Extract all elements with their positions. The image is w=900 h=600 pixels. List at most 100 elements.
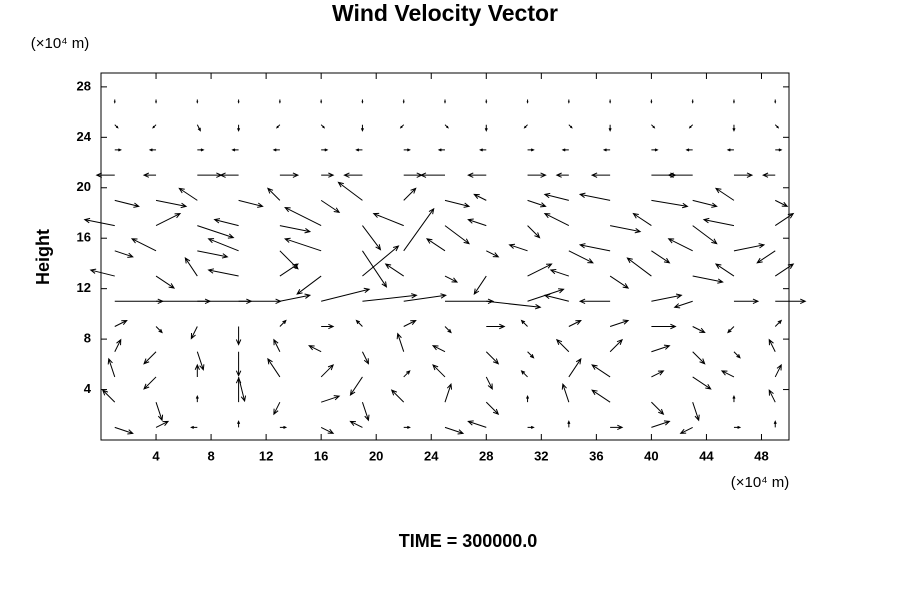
wind-arrow xyxy=(444,275,459,283)
wind-arrow xyxy=(444,426,465,435)
wind-arrow xyxy=(107,357,116,378)
wind-arrow xyxy=(762,172,776,178)
x-tick-label: 16 xyxy=(314,448,328,463)
wind-arrow xyxy=(95,172,115,178)
chart-title: Wind Velocity Vector xyxy=(332,0,558,26)
y-tick-label: 4 xyxy=(84,381,92,396)
wind-arrow xyxy=(568,250,594,264)
wind-arrow xyxy=(732,99,735,104)
wind-arrow xyxy=(384,263,404,277)
wind-arrow xyxy=(632,212,652,227)
wind-arrow xyxy=(279,225,312,234)
plot-frame xyxy=(100,72,790,441)
wind-arrow xyxy=(444,326,452,334)
wind-arrow xyxy=(651,250,671,264)
wind-arrow xyxy=(568,319,582,327)
wind-arrow xyxy=(155,326,163,334)
wind-arrow xyxy=(692,402,700,422)
wind-arrow xyxy=(523,124,528,129)
wind-arrow xyxy=(444,383,453,403)
wind-arrow xyxy=(238,298,282,304)
wind-arrow xyxy=(568,124,573,129)
wind-arrow xyxy=(197,172,223,178)
wind-arrow xyxy=(608,124,612,132)
y-unit: (×10⁴ m) xyxy=(31,35,90,52)
wind-arrow xyxy=(320,124,326,129)
wind-arrow xyxy=(467,420,487,428)
wind-arrow xyxy=(650,99,653,104)
wind-arrow xyxy=(609,319,630,327)
wind-arrow xyxy=(508,243,528,252)
wind-arrow xyxy=(195,394,199,403)
wind-arrow xyxy=(114,250,134,258)
wind-arrow xyxy=(403,148,411,152)
wind-arrow xyxy=(320,364,335,378)
wind-arrow xyxy=(235,326,242,346)
wind-arrow xyxy=(432,364,446,378)
y-tick-label: 28 xyxy=(77,78,91,93)
wind-arrow xyxy=(467,172,487,178)
y-tick-label: 12 xyxy=(77,280,91,295)
wind-arrow xyxy=(114,298,164,304)
wind-arrow xyxy=(486,323,506,330)
wind-arrow xyxy=(273,401,281,416)
wind-arrow xyxy=(372,212,404,227)
wind-arrow xyxy=(399,124,405,129)
wind-arrow xyxy=(543,293,569,302)
wind-arrow xyxy=(237,99,240,104)
x-tick-label: 36 xyxy=(589,448,603,463)
wind-arrow xyxy=(768,338,776,352)
wind-arrow xyxy=(362,225,382,251)
wind-arrow xyxy=(114,148,122,152)
wind-arrow xyxy=(685,148,693,152)
wind-arrow xyxy=(155,99,158,104)
x-tick-label: 4 xyxy=(152,448,160,463)
wind-arrow xyxy=(196,124,201,132)
y-tick-label: 16 xyxy=(77,230,91,245)
wind-arrow xyxy=(527,199,547,208)
wind-arrow xyxy=(688,124,694,129)
wind-arrow xyxy=(526,99,529,104)
wind-arrow xyxy=(610,424,624,431)
wind-arrow xyxy=(651,344,671,353)
wind-arrow xyxy=(235,351,242,377)
wind-arrow xyxy=(527,425,535,429)
wind-arrow xyxy=(651,124,656,129)
wind-arrow xyxy=(213,218,239,227)
wind-arrow xyxy=(355,319,363,327)
wind-arrow xyxy=(396,332,405,352)
wind-arrow xyxy=(527,225,541,239)
wind-arrow xyxy=(610,225,642,234)
wind-arrow xyxy=(543,192,569,201)
wind-arrow xyxy=(609,99,612,104)
wind-arrow xyxy=(237,420,241,428)
x-tick-label: 32 xyxy=(534,448,548,463)
wind-arrow xyxy=(320,199,341,214)
wind-arrow xyxy=(231,148,239,152)
wind-arrow xyxy=(567,99,570,104)
wind-arrow xyxy=(321,287,371,302)
wind-arrow xyxy=(279,172,300,178)
wind-arrow xyxy=(692,351,706,365)
wind-arrow xyxy=(114,124,119,129)
wind-arrow xyxy=(692,376,712,390)
wind-arrow xyxy=(732,124,736,132)
wind-arrow xyxy=(591,364,611,378)
wind-arrow xyxy=(578,298,611,304)
wind-arrow xyxy=(279,293,312,302)
wind-arrow xyxy=(733,172,754,178)
wind-arrow xyxy=(321,323,335,330)
wind-arrow xyxy=(578,243,611,252)
wind-arrow xyxy=(190,425,198,429)
wind-arrow xyxy=(207,238,239,252)
wind-arrow xyxy=(207,268,239,277)
wind-arrow xyxy=(197,225,235,239)
wind-arrow xyxy=(320,426,335,434)
wind-arrow xyxy=(219,172,239,178)
x-tick-label: 40 xyxy=(644,448,658,463)
wind-arrow xyxy=(155,199,188,209)
wind-arrow xyxy=(444,199,471,208)
wind-arrow xyxy=(444,225,470,245)
wind-arrow xyxy=(727,326,735,334)
wind-arrow xyxy=(773,420,777,428)
